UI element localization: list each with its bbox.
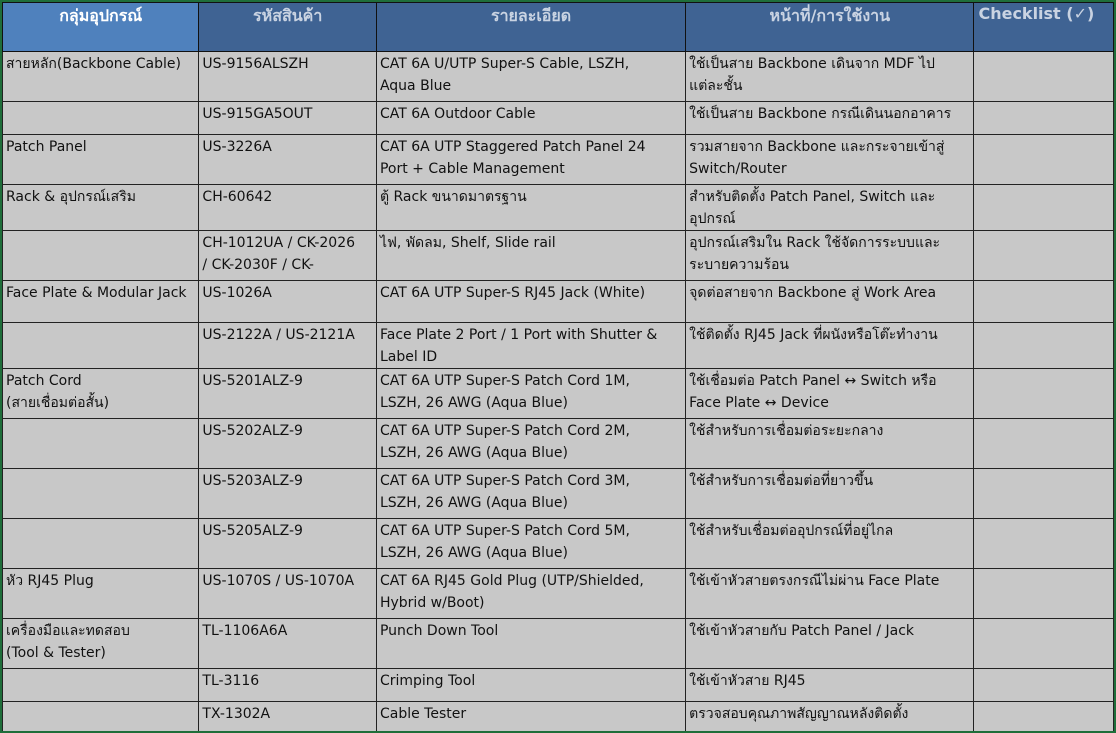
table-row: เครื่องมือและทดสอบ (Tool & Tester) TL-110… [2, 618, 1114, 669]
cell-group[interactable] [2, 468, 200, 519]
cell-detail[interactable]: CAT 6A U/UTP Super-S Cable, LSZH, Aqua B… [375, 51, 687, 102]
table-row: CH-1012UA / CK-2026 / CK-2030F / CK- ไฟ, … [2, 230, 1114, 281]
cell-detail[interactable]: CAT 6A UTP Super-S Patch Cord 2M, LSZH, … [375, 418, 687, 469]
cell-usage[interactable]: รวมสายจาก Backbone และกระจายเข้าสู่ Swit… [685, 134, 975, 185]
header-checklist[interactable]: Checklist (✓) [973, 2, 1114, 52]
cell-checklist[interactable] [973, 668, 1114, 702]
cell-code[interactable]: TL-1106A6A [198, 618, 377, 669]
cell-usage[interactable]: ใช้สำหรับเชื่อมต่ออุปกรณ์ที่อยู่ไกล [685, 518, 975, 569]
cell-group[interactable]: Patch Cord (สายเชื่อมต่อสั้น) [2, 368, 200, 419]
header-group[interactable]: กลุ่มอุปกรณ์ [2, 2, 200, 52]
cell-checklist[interactable] [973, 368, 1114, 419]
cell-detail[interactable]: Crimping Tool [375, 668, 687, 702]
cell-code[interactable]: TL-3116 [198, 668, 377, 702]
cell-group[interactable] [2, 518, 200, 569]
cell-group[interactable] [2, 668, 200, 702]
table-row: Face Plate & Modular Jack US-1026A CAT 6A … [2, 280, 1114, 323]
cell-detail[interactable]: CAT 6A RJ45 Gold Plug (UTP/Shielded, Hyb… [375, 568, 687, 619]
cell-checklist[interactable] [973, 322, 1114, 369]
table-row: หัว RJ45 Plug US-1070S / US-1070A CAT 6A R… [2, 568, 1114, 619]
cell-group[interactable] [2, 701, 200, 731]
cell-checklist[interactable] [973, 184, 1114, 231]
cell-detail[interactable]: Punch Down Tool [375, 618, 687, 669]
table-row: สายหลัก(Backbone Cable) US-9156ALSZH CAT 6… [2, 51, 1114, 102]
cell-group[interactable]: เครื่องมือและทดสอบ (Tool & Tester) [2, 618, 200, 669]
cell-usage[interactable]: ตรวจสอบคุณภาพสัญญาณหลังติดตั้ง [685, 701, 975, 731]
cell-detail[interactable]: CAT 6A UTP Super-S RJ45 Jack (White) [375, 280, 687, 323]
cell-usage[interactable]: สำหรับติดตั้ง Patch Panel, Switch และ อุ… [685, 184, 975, 231]
cell-usage[interactable]: ใช้ติดตั้ง RJ45 Jack ที่ผนังหรือโต๊ะทำงา… [685, 322, 975, 369]
cell-code[interactable]: US-5201ALZ-9 [198, 368, 377, 419]
cell-usage[interactable]: ใช้สำหรับการเชื่อมต่อระยะกลาง [685, 418, 975, 469]
cell-code[interactable]: US-1070S / US-1070A [198, 568, 377, 619]
cell-usage[interactable]: ใช้สำหรับการเชื่อมต่อที่ยาวขึ้น [685, 468, 975, 519]
cell-usage[interactable]: ใช้เชื่อมต่อ Patch Panel ↔ Switch หรือ F… [685, 368, 975, 419]
header-row: กลุ่มอุปกรณ์ รหัสสินค้า รายละเอียด หน้าท… [2, 2, 1114, 52]
table-row: TL-3116 Crimping Tool ใช้เข้าหัวสาย RJ45 [2, 668, 1114, 702]
cell-code[interactable]: US-3226A [198, 134, 377, 185]
header-code[interactable]: รหัสสินค้า [198, 2, 377, 52]
cell-checklist[interactable] [973, 518, 1114, 569]
cell-checklist[interactable] [973, 51, 1114, 102]
cell-code[interactable]: US-1026A [198, 280, 377, 323]
table-row: Rack & อุปกรณ์เสริม CH-60642 ตู้ Rack ขนาด… [2, 184, 1114, 231]
cell-detail[interactable]: CAT 6A UTP Staggered Patch Panel 24 Port… [375, 134, 687, 185]
cell-code[interactable]: US-9156ALSZH [198, 51, 377, 102]
cell-detail[interactable]: CAT 6A UTP Super-S Patch Cord 5M, LSZH, … [375, 518, 687, 569]
cell-detail[interactable]: Face Plate 2 Port / 1 Port with Shutter … [375, 322, 687, 369]
cell-group[interactable] [2, 230, 200, 281]
cell-usage[interactable]: ใช้เป็นสาย Backbone กรณีเดินนอกอาคาร [685, 101, 975, 135]
cell-code[interactable]: US-2122A / US-2121A [198, 322, 377, 369]
cell-checklist[interactable] [973, 418, 1114, 469]
cell-code[interactable]: US-5203ALZ-9 [198, 468, 377, 519]
table-row: US-5205ALZ-9 CAT 6A UTP Super-S Patch Cor… [2, 518, 1114, 569]
cell-group[interactable] [2, 418, 200, 469]
cell-usage[interactable]: จุดต่อสายจาก Backbone สู่ Work Area [685, 280, 975, 323]
cell-detail[interactable]: CAT 6A Outdoor Cable [375, 101, 687, 135]
cell-checklist[interactable] [973, 280, 1114, 323]
cell-checklist[interactable] [973, 568, 1114, 619]
table-row: US-915GA5OUT CAT 6A Outdoor Cable ใช้เป็นส… [2, 101, 1114, 135]
header-usage[interactable]: หน้าที่/การใช้งาน [685, 2, 975, 52]
cell-usage[interactable]: ใช้เป็นสาย Backbone เดินจาก MDF ไป แต่ละ… [685, 51, 975, 102]
cell-group[interactable] [2, 322, 200, 369]
cell-checklist[interactable] [973, 618, 1114, 669]
table-row: Patch Cord (สายเชื่อมต่อสั้น) US-5201ALZ-… [2, 368, 1114, 419]
cell-detail[interactable]: ตู้ Rack ขนาดมาตรฐาน [375, 184, 687, 231]
cell-code[interactable]: US-915GA5OUT [198, 101, 377, 135]
cell-usage[interactable]: ใช้เข้าหัวสายกับ Patch Panel / Jack [685, 618, 975, 669]
cell-group[interactable] [2, 101, 200, 135]
cell-detail[interactable]: CAT 6A UTP Super-S Patch Cord 3M, LSZH, … [375, 468, 687, 519]
cell-checklist[interactable] [973, 468, 1114, 519]
cell-group[interactable]: Face Plate & Modular Jack [2, 280, 200, 323]
cell-code[interactable]: CH-60642 [198, 184, 377, 231]
cell-group[interactable]: Patch Panel [2, 134, 200, 185]
cell-usage[interactable]: ใช้เข้าหัวสายตรงกรณีไม่ผ่าน Face Plate [685, 568, 975, 619]
header-detail[interactable]: รายละเอียด [375, 2, 687, 52]
cell-group[interactable]: หัว RJ45 Plug [2, 568, 200, 619]
cell-checklist[interactable] [973, 101, 1114, 135]
cell-code[interactable]: US-5205ALZ-9 [198, 518, 377, 569]
table-row: TX-1302A Cable Tester ตรวจสอบคุณภาพสัญญาณห… [2, 701, 1114, 731]
cell-group[interactable]: Rack & อุปกรณ์เสริม [2, 184, 200, 231]
cell-usage[interactable]: ใช้เข้าหัวสาย RJ45 [685, 668, 975, 702]
cell-checklist[interactable] [973, 701, 1114, 731]
cell-usage[interactable]: อุปกรณ์เสริมใน Rack ใช้จัดการระบบและ ระบ… [685, 230, 975, 281]
cell-code[interactable]: TX-1302A [198, 701, 377, 731]
cell-detail[interactable]: Cable Tester [375, 701, 687, 731]
cell-detail[interactable]: ไฟ, พัดลม, Shelf, Slide rail [375, 230, 687, 281]
cell-code[interactable]: US-5202ALZ-9 [198, 418, 377, 469]
table-row: Patch Panel US-3226A CAT 6A UTP Staggered … [2, 134, 1114, 185]
cell-detail[interactable]: CAT 6A UTP Super-S Patch Cord 1M, LSZH, … [375, 368, 687, 419]
table-row: US-5202ALZ-9 CAT 6A UTP Super-S Patch Cor… [2, 418, 1114, 469]
cell-group[interactable]: สายหลัก(Backbone Cable) [2, 51, 200, 102]
table-row: US-5203ALZ-9 CAT 6A UTP Super-S Patch Cor… [2, 468, 1114, 519]
table-row: US-2122A / US-2121A Face Plate 2 Port / 1… [2, 322, 1114, 369]
cell-code[interactable]: CH-1012UA / CK-2026 / CK-2030F / CK- [198, 230, 377, 281]
cell-checklist[interactable] [973, 230, 1114, 281]
cell-checklist[interactable] [973, 134, 1114, 185]
